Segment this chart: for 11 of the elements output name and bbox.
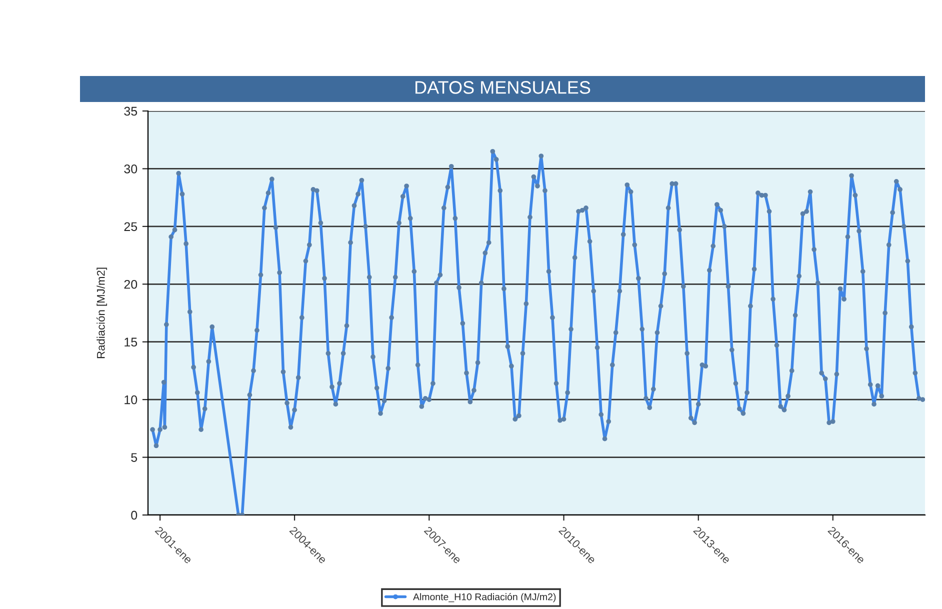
- y-axis-title: Radiación [MJ/m2]: [96, 268, 108, 358]
- chart-title: DATOS MENSUALES: [416, 81, 590, 94]
- y-tick-label: 10: [124, 395, 138, 404]
- y-tick-label: 25: [124, 222, 138, 232]
- y-tick-label: 15: [124, 338, 138, 347]
- y-tick-label: 35: [124, 106, 138, 116]
- y-tick-label: 30: [124, 164, 138, 174]
- y-tick-label: 0: [131, 510, 138, 520]
- y-tick-label: 20: [124, 280, 138, 289]
- y-tick-label: 5: [131, 453, 138, 462]
- legend-label: Almonte_H10 Radiación (MJ/m2): [413, 593, 556, 602]
